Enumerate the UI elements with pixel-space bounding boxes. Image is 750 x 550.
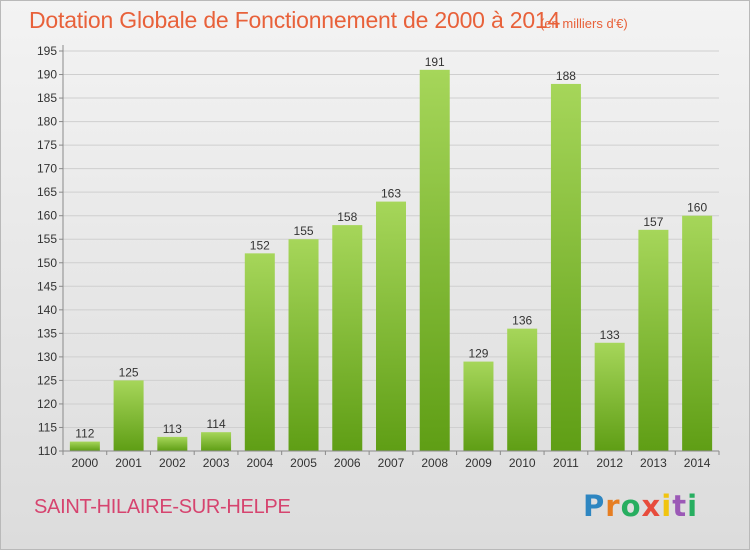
y-tick-label: 175 [37,138,57,152]
value-label-2002: 113 [163,422,182,436]
value-label-2012: 133 [600,328,620,342]
value-label-2009: 129 [468,347,488,361]
y-tick-label: 190 [37,68,57,82]
chart-title: Dotation Globale de Fonctionnement de 20… [29,7,561,33]
bar-2010 [507,328,538,451]
x-tick-label-2005: 2005 [290,456,317,470]
chart-unit: (en milliers d'€) [540,16,628,31]
y-tick-label: 125 [37,373,57,387]
value-labels: 112 125 113 114 152 155 158 163 191 129 136 188 133 1… [75,55,707,441]
logo-letter: x [641,489,662,523]
value-label-2005: 155 [294,224,314,238]
value-label-2013: 157 [643,215,663,229]
value-label-2000: 112 [75,427,94,441]
x-tick-label-2004: 2004 [246,456,273,470]
bar-2001 [113,380,144,451]
bar-2000 [69,441,100,451]
bar-2007 [376,201,406,451]
bar-2008 [419,69,450,451]
logo-letter: P [583,489,606,523]
y-axis-ticks: 110 115 120 125 130 135 140 145 150 155 160 165 170 1… [37,44,63,458]
value-label-2014: 160 [687,201,707,215]
x-tick-label-2012: 2012 [596,456,623,470]
y-tick-label: 165 [37,185,57,199]
value-label-2008: 191 [425,55,445,69]
logo-letter: i [687,489,699,523]
y-tick-label: 155 [37,232,57,246]
bar-2011 [550,83,581,452]
axes [62,45,719,452]
bar-2005 [288,239,319,451]
value-label-2010: 136 [512,314,532,328]
logo-letter: i [661,489,673,523]
y-tick-label: 185 [37,91,57,105]
bar-2013 [638,229,669,451]
value-label-2006: 158 [337,210,357,224]
logo-letter: t [672,489,688,523]
x-tick-label-2010: 2010 [509,456,536,470]
x-tick-label-2003: 2003 [203,456,230,470]
y-tick-label: 110 [38,444,57,458]
y-tick-label: 170 [37,162,57,176]
y-tick-label: 180 [37,115,57,129]
x-tick-label-2009: 2009 [465,456,492,470]
logo-letter: r [605,489,621,523]
y-tick-label: 150 [37,256,57,270]
x-tick-label-2007: 2007 [378,456,405,470]
value-label-2011: 188 [556,69,576,83]
x-tick-label-2008: 2008 [421,456,448,470]
y-tick-label: 135 [37,326,57,340]
x-tick-label-2006: 2006 [334,456,361,470]
bar-2014 [682,215,713,451]
bar-2003 [201,432,232,451]
x-tick-label-2011: 2011 [553,456,579,470]
x-tick-label-2002: 2002 [159,456,186,470]
bar-chart: 110 115 120 125 130 135 140 145 150 155 160 165 170 1… [37,44,720,470]
logo-letter: o [620,489,642,523]
x-tick-label-2001: 2001 [115,456,142,470]
bar-2012 [594,342,625,451]
y-tick-label: 140 [37,303,57,317]
x-tick-label-2014: 2014 [684,456,711,470]
value-label-2003: 114 [206,417,225,431]
x-axis-ticks: 2000 2001 2002 2003 2004 2005 2006 2007 2008 2009… [62,451,720,470]
y-tick-label: 115 [38,420,57,434]
x-tick-label-2013: 2013 [640,456,667,470]
value-label-2001: 125 [119,365,139,379]
y-tick-label: 120 [37,397,57,411]
value-label-2004: 152 [250,238,270,252]
bars [69,69,713,452]
y-tick-label: 195 [37,44,57,58]
bar-2009 [463,361,494,451]
bar-2006 [332,225,363,451]
y-tick-label: 130 [37,350,57,364]
commune-name: SAINT-HILAIRE-SUR-HELPE [34,496,291,518]
x-tick-label-2000: 2000 [72,456,99,470]
value-label-2007: 163 [381,187,401,201]
y-tick-label: 160 [37,209,57,223]
bar-2002 [157,436,188,451]
bar-2004 [244,253,275,451]
y-tick-label: 145 [37,279,57,293]
proxiti-logo: Proxiti [583,489,698,523]
